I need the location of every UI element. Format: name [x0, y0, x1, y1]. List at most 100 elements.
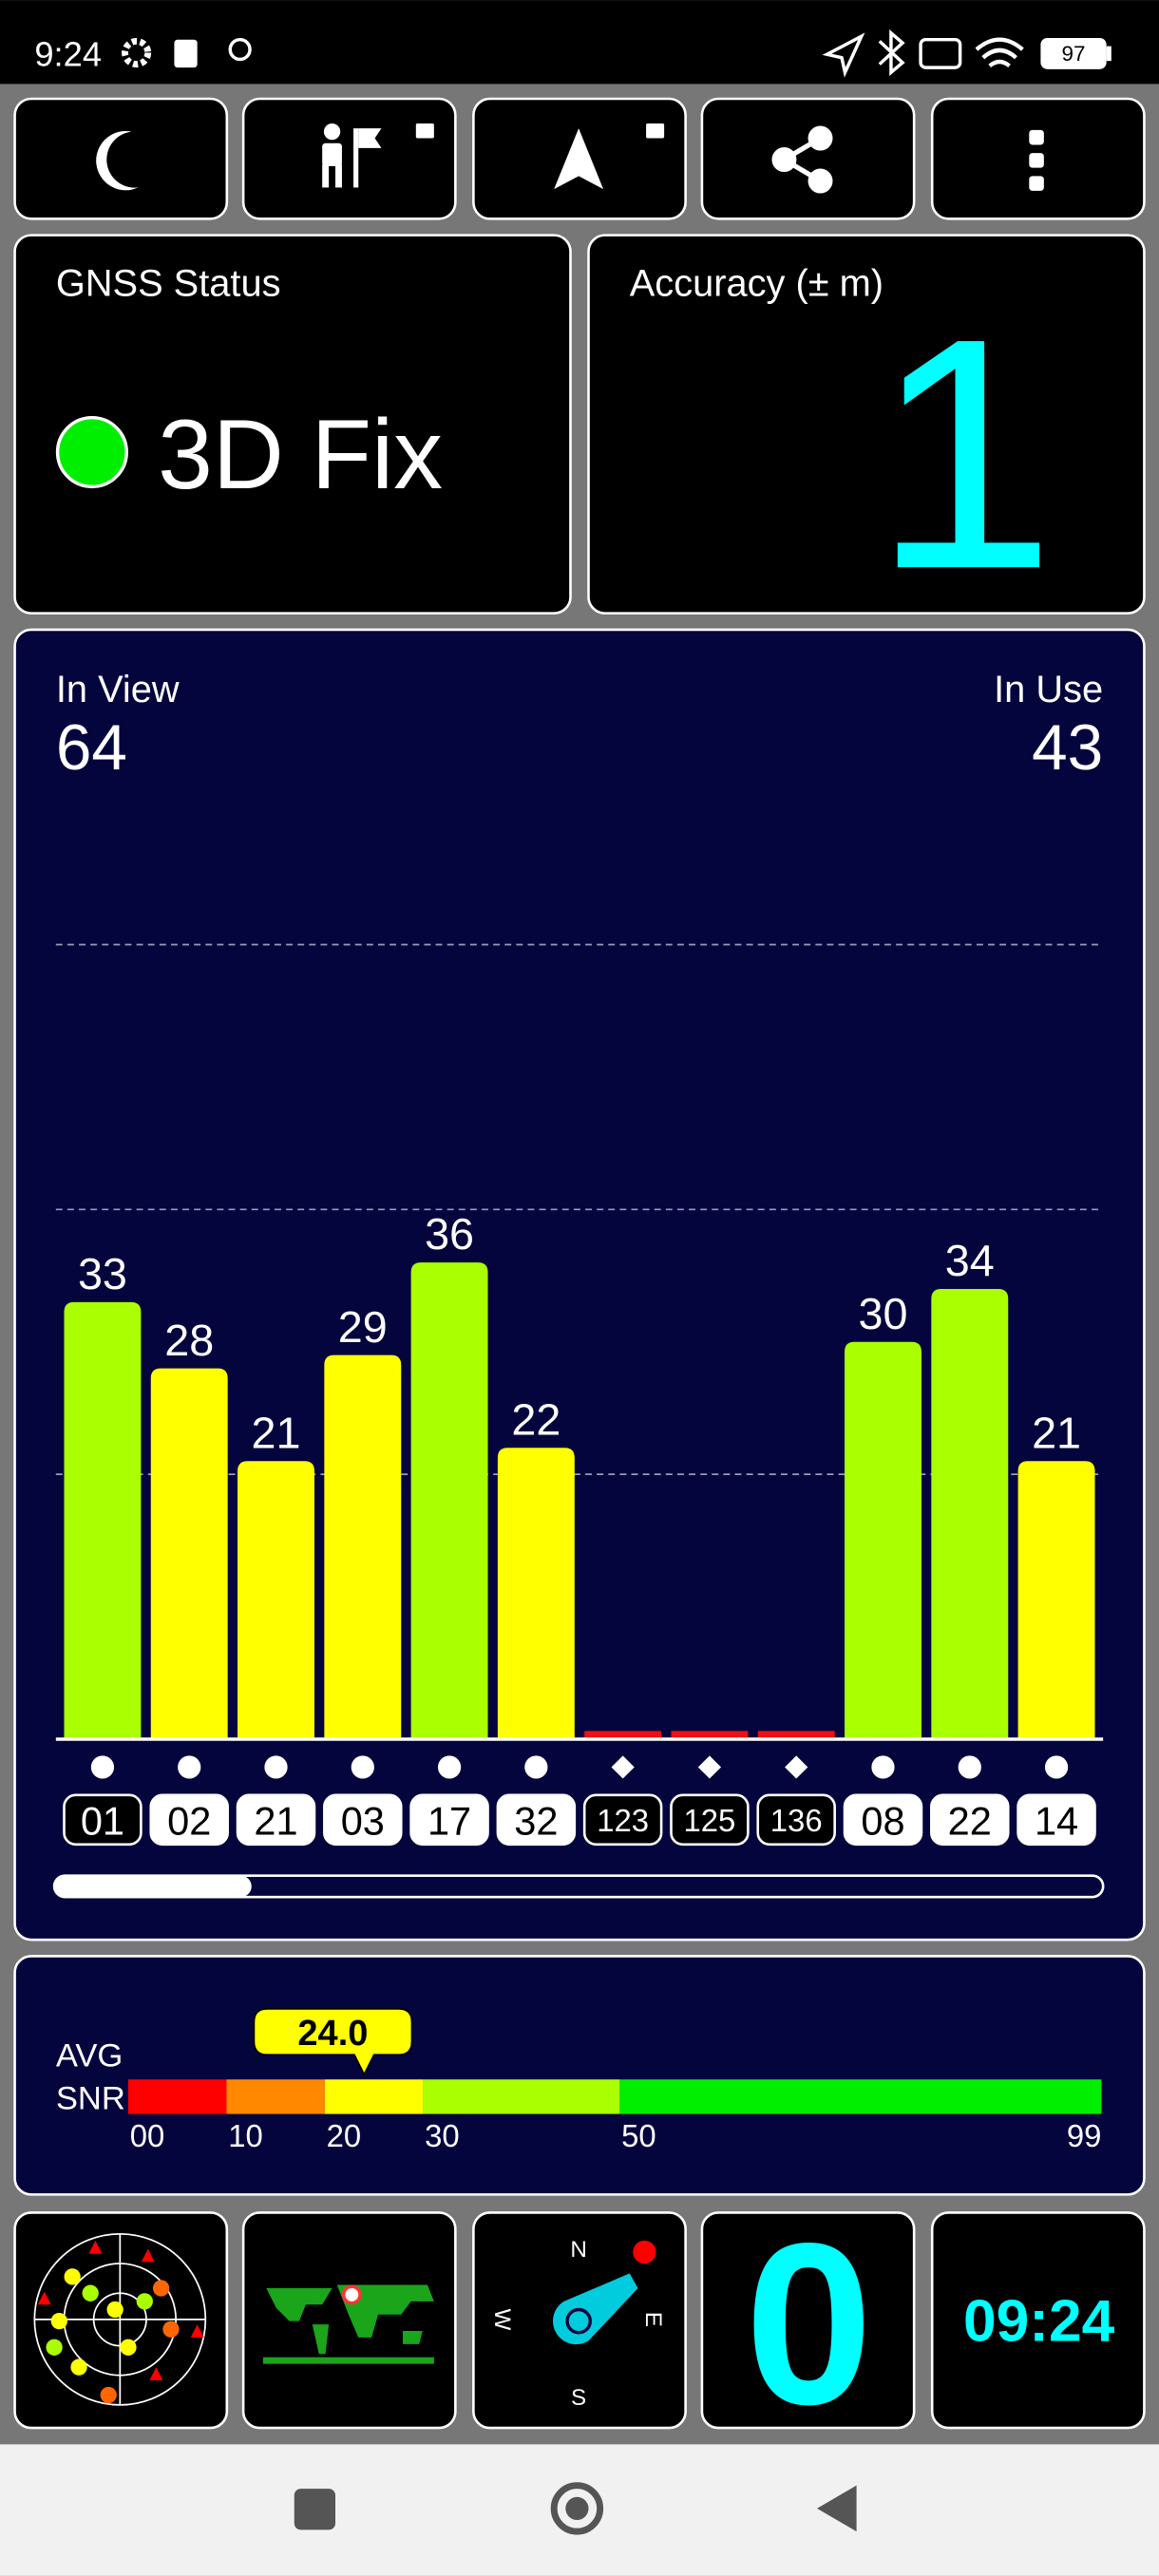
compass-s: S [571, 2385, 586, 2411]
satellite-id: 02 [167, 1798, 211, 1843]
status-time: 9:24 [34, 34, 102, 73]
satellite-id: 03 [341, 1798, 385, 1843]
satellite-marker [264, 1755, 288, 1779]
satellite-marker [958, 1755, 981, 1779]
bar [931, 1288, 1009, 1740]
gnss-status-panel [13, 234, 572, 615]
wifi-icon [975, 37, 1024, 68]
compass-marker [633, 2240, 656, 2264]
map-tile[interactable] [241, 2211, 457, 2430]
bar [410, 1262, 488, 1740]
bar-value-label: 33 [78, 1249, 127, 1298]
bar-value-label: 28 [164, 1316, 214, 1365]
satellite-id-box [930, 1793, 1010, 1847]
nosim-icon [919, 37, 962, 69]
snr-tick-label: 00 [130, 2118, 165, 2153]
bar [324, 1354, 402, 1740]
bar [757, 1731, 835, 1740]
compass-center [565, 2307, 592, 2335]
satellite-id-box [236, 1793, 316, 1847]
snr-segment [226, 2079, 325, 2114]
satellite-marker [524, 1755, 548, 1779]
scrollbar-thumb[interactable] [54, 1875, 252, 1898]
bar [238, 1461, 314, 1740]
bar-value-label: 21 [252, 1408, 301, 1457]
satellite-marker [437, 1755, 462, 1779]
clock-tile[interactable] [930, 2211, 1146, 2430]
waypoint-button[interactable] [241, 97, 457, 220]
bar [671, 1731, 749, 1740]
night-mode-button[interactable] [13, 97, 229, 220]
sky-plot [33, 2233, 207, 2406]
home-button[interactable] [550, 2482, 604, 2535]
bluetooth-icon [878, 29, 905, 77]
satellite-id-box [149, 1793, 229, 1847]
snr-average-marker [253, 2007, 413, 2076]
satellite-marker [871, 1755, 895, 1779]
snr-tick-label: 50 [621, 2118, 656, 2153]
satellite-marker [178, 1755, 201, 1779]
clock-value: 09:24 [963, 2288, 1115, 2354]
snr-segment [423, 2079, 620, 2114]
satellite-id: 125 [684, 1803, 736, 1838]
satellite-id-box [496, 1793, 577, 1847]
fix-status: 3D Fix [158, 400, 443, 510]
satellite-id-box [756, 1793, 836, 1847]
compass-w: W [489, 2308, 515, 2330]
bar-value-label: 34 [945, 1236, 995, 1285]
snr-label-avg: AVG [56, 2037, 124, 2074]
lock-icon [646, 123, 665, 139]
satellite-id: 136 [770, 1803, 823, 1838]
satellite-id: 22 [948, 1798, 992, 1843]
bar [1017, 1461, 1095, 1740]
settings-icon [122, 37, 152, 68]
bar [64, 1301, 142, 1740]
share-icon [771, 125, 833, 194]
snr-label-snr: SNR [56, 2080, 125, 2116]
satellite-id-box [409, 1793, 489, 1847]
accuracy-panel [587, 234, 1146, 615]
snr-segment [127, 2079, 227, 2114]
home-dot [565, 2496, 589, 2521]
satellite-id-box [323, 1793, 403, 1847]
battery-tip [1106, 46, 1112, 62]
bar-value-label: 22 [511, 1394, 560, 1444]
in-use-label: In Use [994, 669, 1103, 710]
compass-n: N [570, 2237, 587, 2263]
snr-scale: 00 10 20 30 50 99 24.0 [127, 2007, 1102, 2153]
satellite-id-box [670, 1793, 750, 1847]
speed-value: 0 [745, 2196, 873, 2453]
snr-segment [324, 2079, 424, 2114]
snr-tick-label: 99 [1067, 2118, 1102, 2153]
share-button[interactable] [700, 97, 916, 220]
recents-button[interactable] [294, 2489, 336, 2530]
back-button[interactable] [817, 2485, 857, 2532]
arrow-icon [554, 128, 604, 190]
in-view-label: In View [56, 669, 180, 710]
bar-value-label: 29 [338, 1302, 388, 1352]
snr-average-label: 24.0 [297, 2014, 368, 2054]
satellite-id-box [582, 1793, 663, 1847]
moon-icon [96, 130, 139, 191]
sky-plot-tile[interactable] [13, 2211, 229, 2430]
speed-tile[interactable] [700, 2211, 916, 2430]
satellite-id: 32 [514, 1798, 558, 1843]
world-map [262, 2284, 434, 2364]
bar-value-label: 30 [859, 1289, 908, 1338]
snr-tick-label: 10 [228, 2118, 263, 2153]
sim-icon [174, 39, 198, 68]
location-icon [228, 37, 252, 62]
satellite-id: 123 [597, 1803, 649, 1838]
snr-panel [13, 1955, 1146, 2196]
bar [497, 1448, 575, 1740]
bar [584, 1731, 662, 1740]
satellite-id-box [1016, 1793, 1096, 1847]
kebab-icon [1029, 129, 1044, 191]
accuracy-value: 1 [872, 271, 1054, 637]
satellite-id: 14 [1035, 1798, 1078, 1843]
satellite-id: 01 [81, 1798, 124, 1843]
person-flag-icon [322, 123, 434, 188]
fix-indicator [55, 415, 128, 489]
